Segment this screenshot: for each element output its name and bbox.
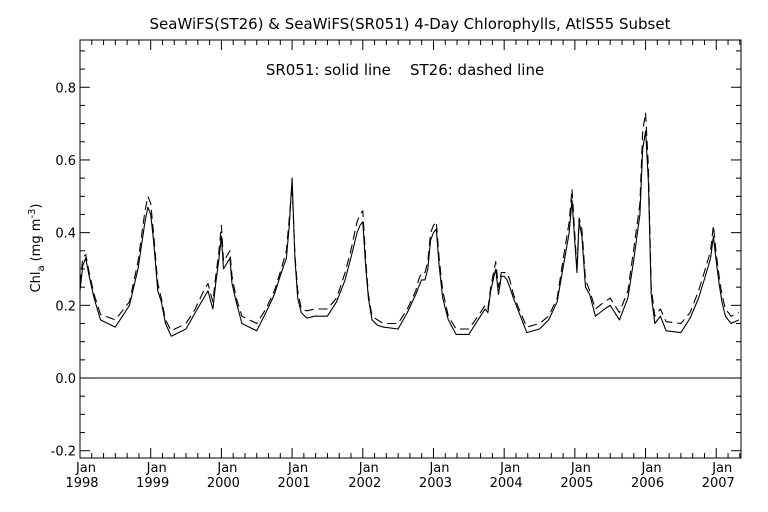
x-tick-month-label: Jan (216, 461, 237, 476)
y-axis-title-unit: (mg m (29, 219, 44, 262)
y-tick-label: -0.2 (51, 445, 76, 460)
y-axis-title-main: Chl (29, 272, 44, 293)
series-line-sr051 (79, 130, 740, 337)
x-tick-year-label: 2000 (207, 476, 240, 491)
y-axis-title-subscript: a (36, 265, 47, 271)
x-tick-month-label: Jan (358, 461, 379, 476)
y-axis-title: Chla (mg m-3) (27, 204, 47, 293)
x-tick-year-label: 2004 (490, 476, 523, 491)
series-line-st26 (79, 112, 740, 332)
x-tick-year-label: 2005 (560, 476, 593, 491)
x-tick-month-label: Jan (146, 461, 167, 476)
x-tick-year-label: 2006 (631, 476, 664, 491)
x-tick-year-label: 2001 (278, 476, 311, 491)
y-tick-label: 0.6 (55, 154, 76, 169)
chart-title: SeaWiFS(ST26) & SeaWiFS(SR051) 4-Day Chl… (150, 15, 671, 33)
x-tick-month-label: Jan (570, 461, 591, 476)
y-axis-title-superscript: -3 (27, 209, 38, 219)
plot-area-frame (79, 39, 742, 459)
line-style-annotation: SR051: solid line ST26: dashed line (266, 61, 544, 79)
x-tick-year-label: 2007 (702, 476, 735, 491)
x-tick-year-label: 1998 (65, 476, 98, 491)
x-axis-ticks: Jan1998Jan1999Jan2000Jan2001Jan2002Jan20… (65, 40, 741, 491)
x-tick-month-label: Jan (75, 461, 96, 476)
y-axis-title-unit-close: ) (29, 204, 44, 209)
y-axis-ticks: -0.2 0.0 0.2 0.4 0.6 0.8 (51, 50, 741, 460)
x-tick-year-label: 1999 (136, 476, 169, 491)
y-tick-label: 0.8 (55, 81, 76, 96)
x-tick-month-label: Jan (287, 461, 308, 476)
y-tick-label: 0.0 (55, 372, 76, 387)
x-tick-month-label: Jan (711, 461, 732, 476)
series-lines (79, 112, 740, 337)
x-tick-month-label: Jan (499, 461, 520, 476)
y-tick-label: 0.4 (55, 227, 76, 242)
x-tick-month-label: Jan (641, 461, 662, 476)
x-tick-year-label: 2003 (419, 476, 452, 491)
y-tick-label: 0.2 (55, 299, 76, 314)
x-tick-year-label: 2002 (348, 476, 381, 491)
x-tick-month-label: Jan (428, 461, 449, 476)
